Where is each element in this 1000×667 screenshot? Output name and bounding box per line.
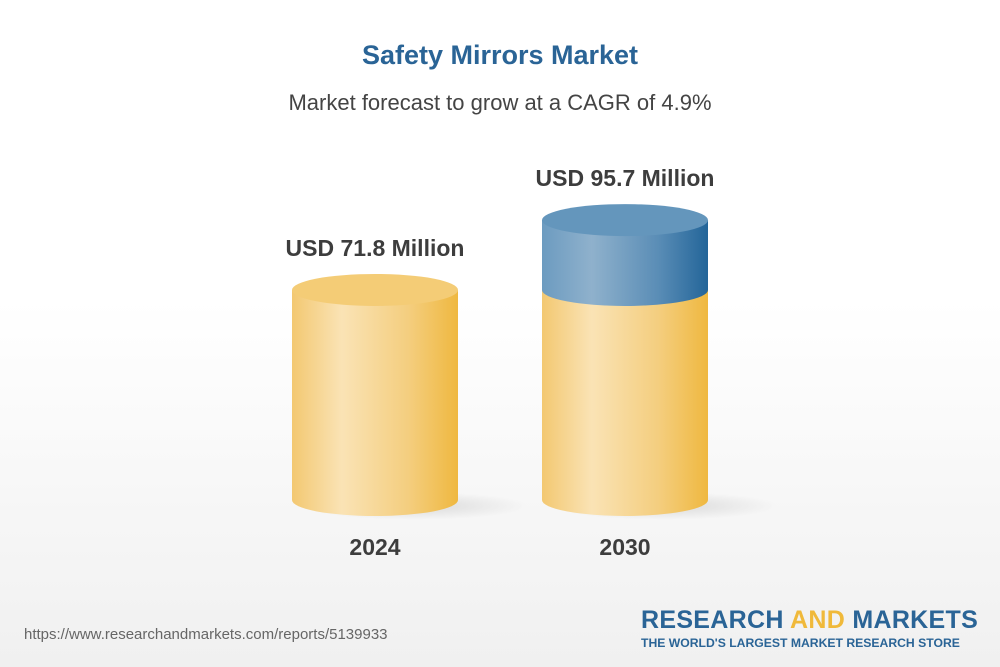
bar-top-cap [542,204,708,237]
bar-top-cap [292,273,458,306]
chart-subtitle: Market forecast to grow at a CAGR of 4.9… [288,90,712,115]
logo-text-markets: MARKETS [845,606,979,634]
chart-title: Safety Mirrors Market [361,40,639,70]
research-and-markets-logo: RESEARCH AND MARKETS THE WORLD'S LARGEST… [641,606,979,650]
data-label: USD 95.7 Million [536,165,715,191]
bar-body-base [542,289,708,516]
logo-text-and: AND [790,606,846,634]
report-url[interactable]: https://www.researchandmarkets.com/repor… [24,626,388,643]
bar-body-growth [542,220,708,306]
logo-tagline: THE WORLD'S LARGEST MARKET RESEARCH STOR… [641,636,960,650]
cylinder-bar-2024: USD 71.8 Million 2024 [286,235,528,560]
bar-body-base [292,289,458,516]
logo-text-research: RESEARCH [641,606,791,634]
cylinder-bar-2030: USD 95.7 Million 2030 [536,165,778,560]
category-label: 2024 [349,534,400,560]
category-label: 2030 [599,534,650,560]
data-label: USD 71.8 Million [286,235,465,261]
